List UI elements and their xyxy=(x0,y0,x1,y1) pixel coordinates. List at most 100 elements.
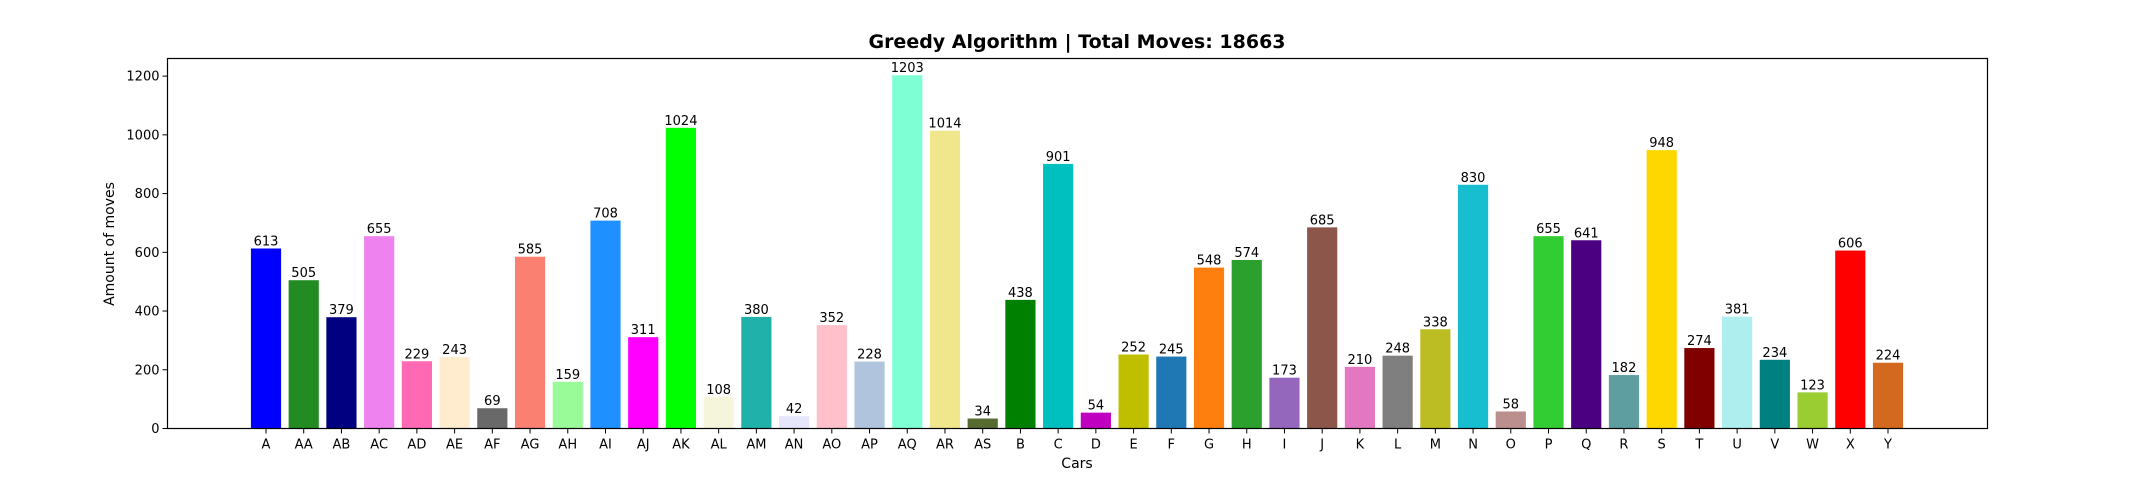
x-tick-label-g: G xyxy=(1204,438,1214,453)
x-tick-label-j: J xyxy=(1319,438,1324,453)
value-labels-group: 613 505 379 655 229 243 69 585 159 708 311 1024 108 3… xyxy=(254,61,1901,419)
bar-aa xyxy=(288,280,319,429)
value-label-u: 381 xyxy=(1725,303,1750,318)
x-tick-label-o: O xyxy=(1506,438,1516,453)
value-label-m: 338 xyxy=(1423,315,1448,330)
value-label-h: 574 xyxy=(1234,246,1259,261)
bar-ar xyxy=(929,130,961,429)
bar-am xyxy=(741,316,772,429)
x-tick-label-ae: AE xyxy=(446,438,463,453)
value-label-g: 548 xyxy=(1197,254,1222,269)
x-tick-label-aj: AJ xyxy=(637,438,650,453)
x-tick-label-m: M xyxy=(1430,438,1441,453)
bar-s xyxy=(1646,150,1677,429)
value-label-ac: 655 xyxy=(367,222,392,237)
x-tick-label-s: S xyxy=(1658,438,1666,453)
x-tick-label-e: E xyxy=(1129,438,1137,453)
bar-ac xyxy=(364,236,395,429)
value-label-y: 224 xyxy=(1876,349,1901,364)
value-label-ar: 1014 xyxy=(928,117,961,132)
value-label-aj: 311 xyxy=(631,323,656,338)
x-tick-label-ab: AB xyxy=(333,438,351,453)
bar-ag xyxy=(514,256,546,429)
y-axis-label: Amount of moves xyxy=(102,182,118,306)
x-tick-label-d: D xyxy=(1091,438,1101,453)
y-tick-label-0: 0 xyxy=(151,422,159,437)
x-tick-label-ap: AP xyxy=(861,438,878,453)
x-tick-label-y: Y xyxy=(1883,438,1892,453)
y-tick-label-600: 600 xyxy=(135,246,160,261)
y-tick-label-200: 200 xyxy=(135,363,160,378)
bar-r xyxy=(1608,375,1640,429)
bar-ab xyxy=(326,317,357,429)
x-tick-label-ah: AH xyxy=(558,438,577,453)
x-tick-label-v: V xyxy=(1770,438,1779,453)
bar-ao xyxy=(816,325,847,429)
bar-an xyxy=(779,416,810,429)
bar-af xyxy=(477,408,508,429)
value-label-k: 210 xyxy=(1347,353,1372,368)
x-tick-label-ag: AG xyxy=(521,438,540,453)
x-tick-label-ak: AK xyxy=(672,438,690,453)
x-tick-label-c: C xyxy=(1054,438,1063,453)
x-tick-label-h: H xyxy=(1242,438,1252,453)
bar-k xyxy=(1344,366,1375,429)
bars-group xyxy=(250,75,1904,429)
value-label-ao: 352 xyxy=(819,311,844,326)
bar-j xyxy=(1307,227,1338,429)
x-axis-label: Cars xyxy=(1061,456,1092,472)
x-tick-label-ac: AC xyxy=(370,438,388,453)
bar-u xyxy=(1722,316,1753,429)
value-label-an: 42 xyxy=(786,402,803,417)
x-tick-label-t: T xyxy=(1694,438,1703,453)
value-label-n: 830 xyxy=(1461,171,1486,186)
bar-l xyxy=(1382,355,1413,429)
value-label-ae: 243 xyxy=(442,343,467,358)
x-tick-label-f: F xyxy=(1168,438,1175,453)
bar-i xyxy=(1269,377,1300,429)
value-label-i: 173 xyxy=(1272,364,1297,379)
value-label-aa: 505 xyxy=(291,266,316,281)
bar-c xyxy=(1043,163,1074,429)
x-tick-label-an: AN xyxy=(785,438,804,453)
bar-ad xyxy=(401,361,432,429)
bar-f xyxy=(1156,356,1187,429)
bar-d xyxy=(1080,412,1111,429)
x-tick-label-r: R xyxy=(1619,438,1628,453)
x-tick-label-u: U xyxy=(1732,438,1742,453)
x-tick-label-w: W xyxy=(1806,438,1819,453)
value-label-p: 655 xyxy=(1536,222,1561,237)
value-label-ag: 585 xyxy=(518,243,543,258)
plot-frame xyxy=(166,57,1989,430)
x-tick-label-k: K xyxy=(1356,438,1365,453)
x-tick-label-ai: AI xyxy=(599,438,612,453)
bar-t xyxy=(1684,348,1715,429)
y-tick-label-800: 800 xyxy=(135,187,160,202)
value-label-ab: 379 xyxy=(329,303,354,318)
x-tick-label-i: I xyxy=(1283,438,1287,453)
value-label-af: 69 xyxy=(484,394,501,409)
value-label-r: 182 xyxy=(1612,361,1637,376)
bar-ak xyxy=(665,127,697,429)
bar-v xyxy=(1759,359,1790,429)
x-tick-label-x: X xyxy=(1846,438,1855,453)
value-label-aq: 1203 xyxy=(891,61,924,76)
value-label-d: 54 xyxy=(1088,399,1105,414)
x-tick-label-b: B xyxy=(1016,438,1025,453)
value-label-am: 380 xyxy=(744,303,769,318)
chart-title: Greedy Algorithm | Total Moves: 18663 xyxy=(868,31,1285,53)
bar-a xyxy=(250,248,282,429)
x-tick-label-af: AF xyxy=(484,438,500,453)
bar-aq xyxy=(892,75,923,429)
y-tick-label-1200: 1200 xyxy=(126,70,159,85)
bar-ap xyxy=(854,361,885,429)
bar-o xyxy=(1495,411,1526,429)
x-tick-label-am: AM xyxy=(746,438,766,453)
bar-ai xyxy=(590,220,621,429)
value-label-as: 34 xyxy=(974,405,991,420)
x-tick-label-q: Q xyxy=(1581,438,1591,453)
value-label-ak: 1024 xyxy=(664,114,697,129)
value-label-e: 252 xyxy=(1121,341,1146,356)
bar-as xyxy=(967,418,998,429)
